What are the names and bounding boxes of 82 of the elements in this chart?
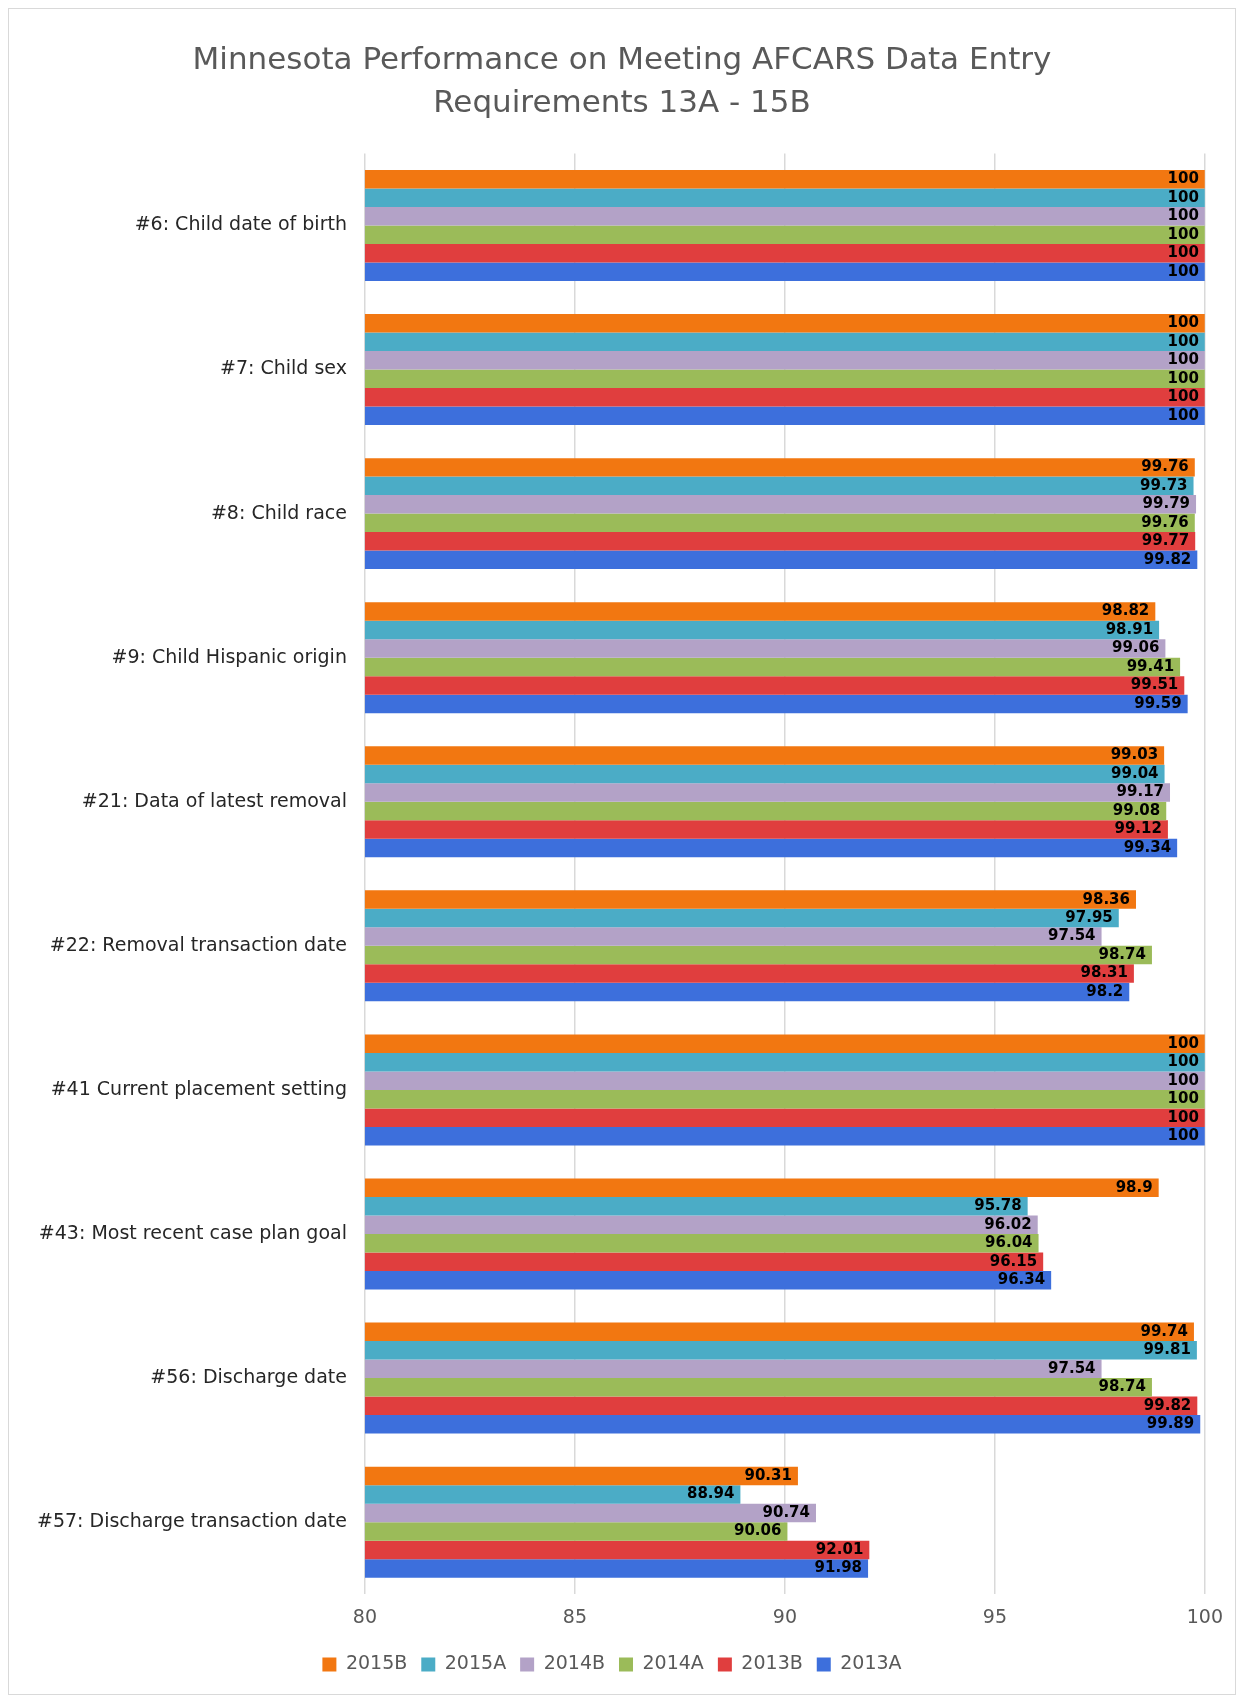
data-label: 100	[1167, 312, 1199, 331]
data-label: 99.04	[1111, 763, 1159, 782]
data-label: 99.74	[1140, 1321, 1188, 1340]
data-label: 100	[1167, 1125, 1199, 1144]
legend-label: 2014A	[642, 1651, 704, 1674]
data-label: 99.89	[1146, 1413, 1195, 1432]
data-label: 100	[1167, 405, 1199, 424]
data-label: 98.31	[1080, 963, 1128, 982]
data-label: 100	[1167, 386, 1199, 405]
legend-label: 2014B	[543, 1651, 606, 1674]
data-label: 100	[1167, 368, 1199, 387]
data-label: 98.91	[1105, 619, 1154, 638]
x-tick-label: 95	[982, 1604, 1007, 1627]
x-tick-label: 100	[1186, 1604, 1223, 1627]
legend-label: 2013B	[741, 1651, 803, 1674]
data-label: 98.74	[1098, 1377, 1146, 1395]
data-label: 96.04	[985, 1232, 1033, 1251]
data-label: 100	[1167, 242, 1199, 261]
data-label: 100	[1167, 1051, 1199, 1070]
data-label: 99.79	[1142, 494, 1191, 513]
chart-title: Minnesota Performance on Meeting AFCARS Data Entry Requirements 13A - 15B	[191, 39, 1053, 122]
data-label: 100	[1167, 349, 1199, 368]
y-tick-label: #6: Child date of birth	[134, 212, 347, 235]
data-label: 100	[1167, 331, 1199, 350]
data-label: 99.59	[1134, 693, 1182, 712]
data-label: 99.06	[1111, 638, 1160, 657]
data-label: 100	[1167, 187, 1199, 206]
data-label: 99.34	[1123, 837, 1172, 856]
data-label: 100	[1167, 1088, 1199, 1107]
data-label: 100	[1167, 205, 1199, 224]
data-label: 100	[1167, 1070, 1199, 1089]
data-label: 99.12	[1114, 819, 1162, 838]
data-label: 99.51	[1130, 675, 1179, 694]
data-label: 98.2	[1086, 981, 1124, 1000]
data-label: 100	[1167, 1033, 1199, 1052]
legend-label: 2015B	[345, 1651, 408, 1674]
data-label: 99.17	[1116, 782, 1165, 801]
data-label: 100	[1167, 224, 1199, 243]
data-label: 92.01	[815, 1539, 864, 1558]
data-label: 99.82	[1143, 1395, 1192, 1414]
y-tick-label: #7: Child sex	[220, 356, 347, 379]
y-tick-label: #41 Current placement setting	[50, 1076, 347, 1099]
data-label: 99.81	[1143, 1340, 1191, 1359]
y-tick-label: #21: Data of latest removal	[81, 788, 347, 811]
data-label: 99.76	[1141, 512, 1189, 531]
data-label: 98.74	[1098, 944, 1146, 963]
data-label: 96.02	[984, 1214, 1032, 1233]
data-label: 95.78	[974, 1195, 1022, 1214]
data-label: 88.94	[686, 1484, 735, 1503]
data-label: 90.06	[733, 1521, 782, 1540]
data-label: 96.34	[997, 1269, 1046, 1288]
data-label: 90.74	[762, 1502, 810, 1521]
data-label: 96.15	[989, 1251, 1038, 1270]
data-label: 100	[1167, 168, 1199, 187]
x-tick-label: 80	[352, 1604, 378, 1627]
data-label: 99.76	[1141, 457, 1189, 476]
x-tick-label: 85	[562, 1604, 588, 1627]
data-label: 97.95	[1065, 907, 1113, 926]
y-tick-label: #22: Removal transaction date	[49, 932, 347, 955]
legend-label: 2015A	[444, 1651, 507, 1674]
data-label: 98.9	[1115, 1177, 1153, 1196]
y-tick-label: #43: Most recent case plan goal	[38, 1220, 347, 1243]
data-label: 99.77	[1141, 531, 1190, 550]
data-label: 99.41	[1126, 656, 1175, 675]
data-label: 98.82	[1101, 601, 1150, 620]
data-label: 99.03	[1110, 745, 1159, 764]
data-label: 99.82	[1143, 549, 1192, 568]
legend-label: 2013A	[840, 1651, 902, 1674]
data-label: 98.36	[1082, 889, 1130, 908]
data-label: 91.98	[814, 1558, 863, 1577]
data-label: 100	[1167, 1107, 1199, 1126]
data-label: 99.08	[1112, 800, 1161, 819]
data-label: 97.54	[1048, 1358, 1096, 1377]
data-label: 97.54	[1048, 926, 1096, 945]
y-tick-label: #57: Discharge transaction date	[36, 1508, 347, 1531]
y-tick-label: #56: Discharge date	[150, 1364, 347, 1387]
y-tick-label: #9: Child Hispanic origin	[111, 644, 347, 667]
y-tick-label: #8: Child race	[210, 500, 347, 523]
x-tick-label: 90	[772, 1604, 798, 1627]
data-label: 99.73	[1140, 475, 1188, 494]
data-label: 90.31	[744, 1465, 792, 1484]
data-label: 100	[1167, 261, 1199, 280]
